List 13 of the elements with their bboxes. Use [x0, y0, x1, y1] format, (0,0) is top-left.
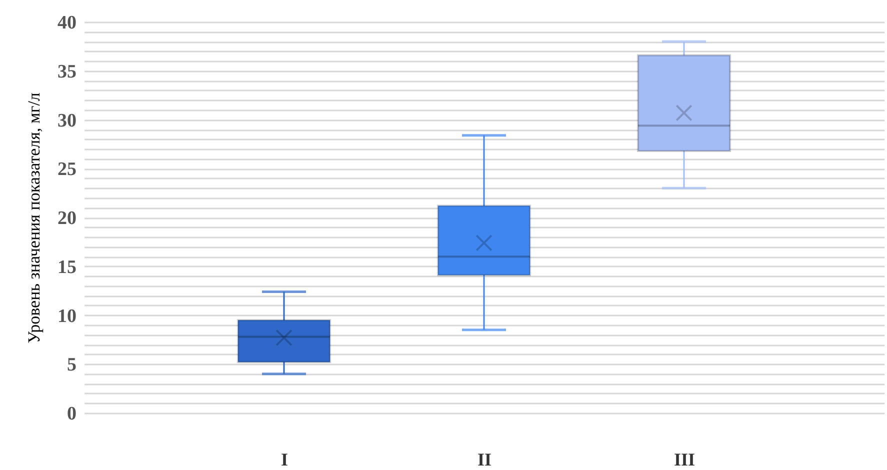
x-tick-label: III: [674, 450, 696, 470]
x-tick-label: I: [280, 450, 288, 470]
y-tick-label: 0: [67, 404, 76, 424]
y-tick-label: 40: [58, 12, 76, 34]
y-tick-label: 5: [67, 354, 76, 376]
y-tick-label: 20: [58, 208, 76, 229]
y-tick-label: 25: [58, 159, 76, 180]
x-tick-label: II: [477, 450, 492, 470]
y-tick-label: 35: [58, 61, 76, 82]
y-tick-label: 30: [58, 110, 76, 132]
y-axis-title: Уровень значения показателя, мг/л: [24, 92, 44, 344]
y-tick-label: 15: [58, 256, 76, 278]
y-tick-label: 10: [58, 306, 76, 327]
